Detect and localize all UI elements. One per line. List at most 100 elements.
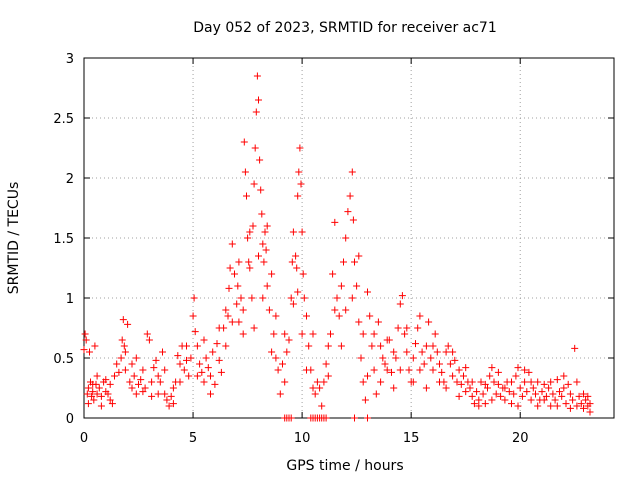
data-point <box>355 318 363 326</box>
y-tick-label: 2.5 <box>53 112 74 127</box>
data-point <box>532 390 539 398</box>
data-point <box>250 180 258 188</box>
data-point <box>252 108 260 116</box>
data-point <box>263 282 271 290</box>
data-point <box>377 378 385 386</box>
data-point <box>383 366 391 374</box>
data-point <box>313 378 321 386</box>
data-point <box>305 342 313 350</box>
data-point <box>263 222 271 230</box>
data-point <box>418 348 426 356</box>
data-point <box>90 396 98 404</box>
data-point <box>283 348 291 356</box>
data-point <box>135 380 142 388</box>
data-point <box>348 168 356 176</box>
data-point <box>176 360 184 368</box>
data-point <box>342 234 350 242</box>
data-point <box>121 366 129 374</box>
data-point <box>288 258 296 266</box>
x-tick-label: 20 <box>512 431 529 446</box>
data-point <box>403 324 411 332</box>
data-point <box>251 144 259 152</box>
data-point <box>237 294 245 302</box>
data-point <box>364 288 371 296</box>
data-point <box>137 376 145 384</box>
data-point <box>556 388 563 396</box>
data-point <box>124 320 132 328</box>
data-point <box>320 378 328 386</box>
data-point <box>468 378 476 386</box>
data-point <box>529 384 537 392</box>
data-point <box>115 368 123 376</box>
data-point <box>486 372 494 380</box>
data-point <box>490 378 498 386</box>
data-point <box>381 360 389 368</box>
data-point <box>226 264 234 272</box>
x-tick-label: 5 <box>189 431 197 446</box>
data-point <box>198 368 206 376</box>
data-point <box>154 372 162 380</box>
data-point <box>167 392 175 400</box>
data-point <box>268 270 276 278</box>
data-point <box>287 414 295 422</box>
data-points <box>80 72 594 422</box>
data-point <box>370 330 378 338</box>
data-point <box>130 372 138 380</box>
data-point <box>564 380 572 388</box>
data-point <box>233 300 241 308</box>
data-point <box>521 366 529 374</box>
data-point <box>331 306 339 314</box>
data-point <box>274 366 282 374</box>
data-point <box>120 342 128 350</box>
data-point <box>132 354 140 362</box>
data-point <box>200 336 208 344</box>
data-point <box>551 396 559 404</box>
data-point <box>514 364 522 372</box>
data-point <box>104 390 112 398</box>
data-point <box>396 300 404 308</box>
data-point <box>409 378 417 386</box>
data-point <box>427 354 435 362</box>
data-point <box>324 372 332 380</box>
data-point <box>248 294 256 302</box>
data-point <box>207 372 214 380</box>
data-point <box>89 380 97 388</box>
data-point <box>462 364 470 372</box>
data-point <box>521 378 529 386</box>
data-point <box>289 228 297 236</box>
data-point <box>102 376 110 384</box>
data-point <box>584 392 592 400</box>
data-point <box>91 342 99 350</box>
data-point <box>401 330 409 338</box>
data-point <box>139 366 147 374</box>
data-point <box>191 328 199 336</box>
data-point <box>582 396 590 404</box>
data-point <box>333 294 341 302</box>
data-point <box>108 400 116 408</box>
data-point <box>342 306 350 314</box>
data-point <box>560 372 568 380</box>
data-point <box>501 396 509 404</box>
data-point <box>174 352 182 360</box>
data-point <box>433 348 441 356</box>
data-point <box>259 240 267 248</box>
data-point <box>571 344 579 352</box>
data-point <box>370 366 378 374</box>
data-point <box>538 388 546 396</box>
data-point <box>353 282 361 290</box>
data-point <box>169 400 177 408</box>
data-point <box>228 240 236 248</box>
data-point <box>560 384 568 392</box>
data-point <box>412 340 419 348</box>
data-point <box>281 378 289 386</box>
data-point <box>270 330 278 338</box>
data-point <box>311 390 319 398</box>
data-point <box>335 312 343 320</box>
data-point <box>586 408 594 416</box>
data-point <box>405 366 413 374</box>
data-point <box>525 368 533 376</box>
data-point <box>479 390 487 398</box>
data-point <box>494 380 502 388</box>
data-point <box>442 348 450 356</box>
data-point <box>348 294 356 302</box>
